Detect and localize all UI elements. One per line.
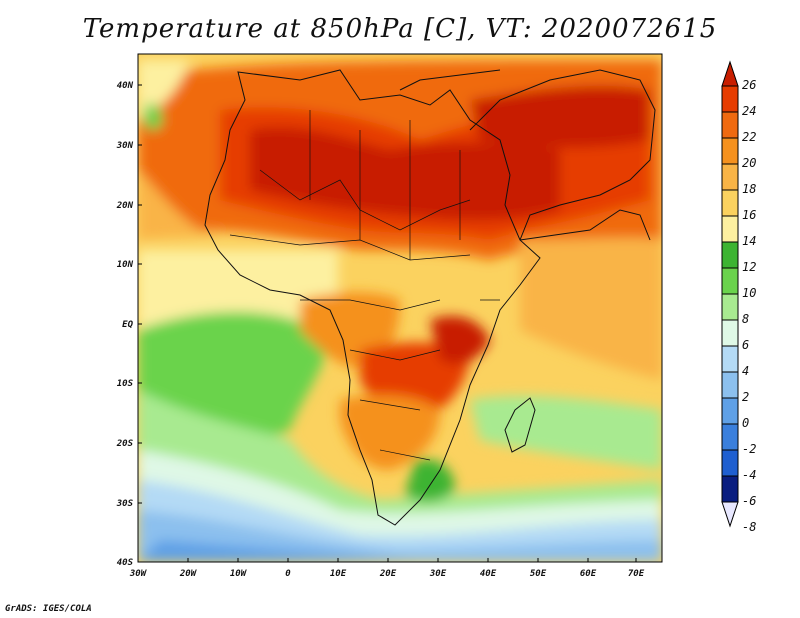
colorbar-swatch — [721, 137, 739, 165]
lat-label: 30S — [116, 499, 134, 509]
lat-label: 20S — [116, 439, 134, 449]
lat-ticks — [138, 84, 142, 504]
lon-label: 10E — [330, 569, 347, 579]
lon-label: 20W — [179, 569, 198, 579]
colorbar-label: -8 — [742, 520, 756, 534]
lon-label: 50E — [530, 569, 547, 579]
lon-label: 20E — [379, 569, 397, 579]
lat-label: 40S — [117, 558, 134, 568]
colorbar-label: -6 — [742, 494, 756, 508]
lat-label: 40N — [117, 81, 134, 91]
colorbar-swatch — [721, 241, 739, 269]
colorbar-cap-top — [721, 60, 739, 87]
colorbar-label: 18 — [742, 182, 756, 196]
colorbar-swatch — [721, 215, 739, 243]
colorbar-swatch — [721, 449, 739, 477]
colorbar-swatch — [721, 371, 739, 399]
colorbar-swatch — [721, 111, 739, 139]
map-title: Temperature at 850hPa [C], VT: 202007261… — [82, 14, 718, 44]
country-borders — [229, 110, 500, 461]
colorbar-swatch — [721, 267, 739, 295]
colorbar-label: 6 — [742, 338, 749, 352]
lat-label: EQ — [122, 320, 133, 330]
colorbar-label: 16 — [742, 208, 756, 222]
lat-label: 30N — [116, 141, 134, 151]
colorbar-swatch — [721, 293, 739, 321]
lon-axis: 30W 20W 10W 0 10E 20E 30E 40E 50E 60E 70… — [129, 569, 645, 579]
colorbar-label: 2 — [742, 390, 749, 404]
colorbar-swatch — [721, 475, 739, 503]
lon-label: 10W — [230, 569, 248, 579]
colorbar-label: -4 — [742, 468, 756, 482]
colorbar-label: 14 — [742, 234, 756, 248]
credit-text: GrADS: IGES/COLA — [5, 604, 92, 614]
colorbar-label: -2 — [742, 442, 756, 456]
lon-label: 30E — [429, 569, 447, 579]
colorbar-label: 10 — [742, 286, 756, 300]
colorbar-label: 22 — [742, 130, 756, 144]
colorbar-labels: 26 24 22 20 18 16 14 12 10 8 6 4 2 0 -2 … — [742, 78, 756, 534]
colorbar: 26 24 22 20 18 16 14 12 10 8 6 4 2 0 -2 … — [721, 60, 756, 534]
lon-label: 60E — [580, 569, 597, 579]
colorbar-swatch — [721, 345, 739, 373]
colorbar-label: 20 — [742, 156, 756, 170]
colorbar-swatch — [721, 163, 739, 191]
lat-axis: 40N 30N 20N 10N EQ 10S 20S 30S 40S — [116, 81, 134, 568]
colorbar-swatch — [721, 319, 739, 347]
colorbar-label: 4 — [742, 364, 749, 378]
lon-label: 0 — [285, 569, 291, 579]
colorbar-swatch — [721, 423, 739, 451]
lon-label: 40E — [480, 569, 497, 579]
colorbar-label: 0 — [742, 416, 749, 430]
colorbar-label: 8 — [742, 312, 749, 326]
colorbar-label: 26 — [742, 78, 756, 92]
colorbar-label: 24 — [742, 104, 756, 118]
coastline-outline — [204, 69, 656, 526]
colorbar-cap-bottom — [721, 501, 739, 528]
lon-label: 70E — [628, 569, 645, 579]
lon-label: 30W — [129, 569, 148, 579]
lat-label: 10S — [117, 379, 134, 389]
colorbar-swatch — [721, 85, 739, 113]
lat-label: 20N — [116, 201, 134, 211]
colorbar-swatches — [721, 60, 739, 528]
lat-label: 10N — [117, 260, 134, 270]
colorbar-label: 12 — [742, 260, 756, 274]
colorbar-swatch — [721, 189, 739, 217]
lon-ticks — [187, 558, 637, 562]
temperature-field — [138, 54, 662, 562]
plot-frame — [137, 53, 663, 563]
colorbar-swatch — [721, 397, 739, 425]
